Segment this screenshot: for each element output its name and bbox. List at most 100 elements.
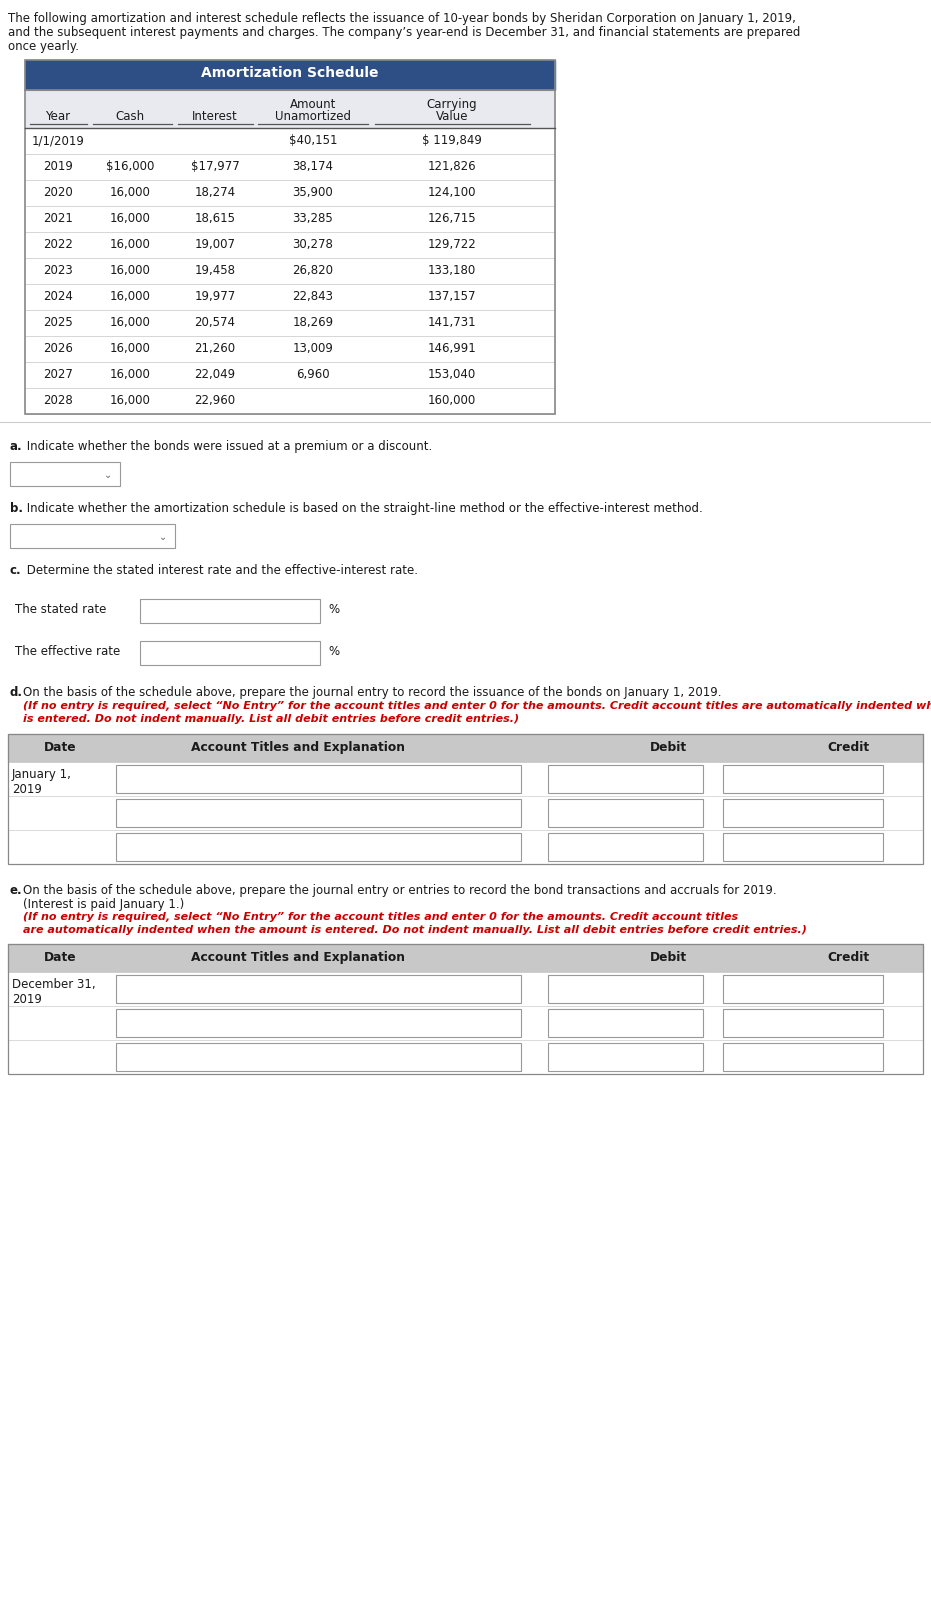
Text: 22,049: 22,049 <box>195 368 236 381</box>
Text: d.: d. <box>10 686 23 699</box>
Bar <box>8 944 923 971</box>
Text: and the subsequent interest payments and charges. The company’s year-end is Dece: and the subsequent interest payments and… <box>8 26 801 38</box>
Text: once yearly.: once yearly. <box>8 40 79 53</box>
Text: Account Titles and Explanation: Account Titles and Explanation <box>191 741 405 754</box>
Text: Value: Value <box>436 110 468 123</box>
Text: Determine the stated interest rate and the effective-interest rate.: Determine the stated interest rate and t… <box>23 565 418 578</box>
Bar <box>723 1043 883 1070</box>
Text: 20,574: 20,574 <box>195 317 236 330</box>
Text: 16,000: 16,000 <box>110 342 151 355</box>
Text: 133,180: 133,180 <box>428 264 476 277</box>
Text: 2023: 2023 <box>43 264 73 277</box>
Text: 16,000: 16,000 <box>110 290 151 302</box>
Text: 19,458: 19,458 <box>195 264 236 277</box>
Bar <box>723 798 883 827</box>
Text: The effective rate: The effective rate <box>15 645 120 658</box>
Bar <box>548 1010 703 1037</box>
Bar <box>10 525 175 547</box>
Text: On the basis of the schedule above, prepare the journal entry or entries to reco: On the basis of the schedule above, prep… <box>23 883 776 898</box>
Text: Amortization Schedule: Amortization Schedule <box>201 66 379 80</box>
Bar <box>25 258 555 285</box>
Text: 2021: 2021 <box>43 211 73 226</box>
Bar <box>116 765 521 794</box>
Bar <box>25 128 555 154</box>
Bar <box>548 765 703 794</box>
Text: 35,900: 35,900 <box>292 186 333 198</box>
Text: c.: c. <box>10 565 21 578</box>
Text: a.: a. <box>10 440 22 453</box>
Text: The stated rate: The stated rate <box>15 603 106 616</box>
Bar <box>116 1010 521 1037</box>
Text: 16,000: 16,000 <box>110 238 151 251</box>
Bar <box>25 362 555 387</box>
Bar <box>548 1043 703 1070</box>
Text: $16,000: $16,000 <box>106 160 155 173</box>
Bar <box>116 974 521 1003</box>
Bar <box>723 1010 883 1037</box>
Text: is entered. Do not indent manually. List all debit entries before credit entries: is entered. Do not indent manually. List… <box>23 714 519 723</box>
Text: December 31,
2019: December 31, 2019 <box>12 978 96 1006</box>
Text: Credit: Credit <box>827 741 869 754</box>
Text: 2022: 2022 <box>43 238 73 251</box>
Text: 2025: 2025 <box>43 317 73 330</box>
Text: b.: b. <box>10 502 23 515</box>
Text: Date: Date <box>44 741 76 754</box>
Text: (If no entry is required, select “No Entry” for the account titles and enter 0 f: (If no entry is required, select “No Ent… <box>23 701 931 710</box>
Text: 16,000: 16,000 <box>110 317 151 330</box>
Text: Cash: Cash <box>115 110 144 123</box>
Bar <box>8 734 923 864</box>
Text: January 1,
2019: January 1, 2019 <box>12 768 72 795</box>
Text: 16,000: 16,000 <box>110 368 151 381</box>
Bar <box>548 834 703 861</box>
Bar <box>25 59 555 90</box>
Text: $40,151: $40,151 <box>289 134 337 147</box>
Text: The following amortization and interest schedule reflects the issuance of 10-yea: The following amortization and interest … <box>8 11 796 26</box>
Text: 16,000: 16,000 <box>110 264 151 277</box>
Bar <box>8 830 923 864</box>
Text: 2027: 2027 <box>43 368 73 381</box>
Text: 121,826: 121,826 <box>427 160 477 173</box>
Text: 2028: 2028 <box>43 394 73 406</box>
Bar <box>723 834 883 861</box>
Text: 146,991: 146,991 <box>427 342 477 355</box>
Text: 16,000: 16,000 <box>110 186 151 198</box>
Text: 18,274: 18,274 <box>195 186 236 198</box>
Text: 30,278: 30,278 <box>292 238 333 251</box>
Bar <box>723 974 883 1003</box>
Text: 126,715: 126,715 <box>427 211 477 226</box>
Text: Interest: Interest <box>192 110 238 123</box>
Bar <box>116 798 521 827</box>
Text: (Interest is paid January 1.): (Interest is paid January 1.) <box>23 898 184 910</box>
Text: Unamortized: Unamortized <box>275 110 351 123</box>
Text: 141,731: 141,731 <box>427 317 477 330</box>
Text: %: % <box>328 603 339 616</box>
Text: 21,260: 21,260 <box>195 342 236 355</box>
Text: Date: Date <box>44 950 76 963</box>
Bar <box>25 90 555 128</box>
Bar <box>8 762 923 795</box>
Text: 1/1/2019: 1/1/2019 <box>32 134 85 147</box>
Text: 13,009: 13,009 <box>292 342 333 355</box>
Text: 2020: 2020 <box>43 186 73 198</box>
Text: 22,960: 22,960 <box>195 394 236 406</box>
Text: 22,843: 22,843 <box>292 290 333 302</box>
Text: Amount: Amount <box>290 98 336 110</box>
Bar <box>548 798 703 827</box>
Bar <box>8 1006 923 1040</box>
Text: 2019: 2019 <box>43 160 73 173</box>
Bar <box>723 765 883 794</box>
Bar <box>25 285 555 310</box>
Bar <box>25 179 555 206</box>
Text: On the basis of the schedule above, prepare the journal entry to record the issu: On the basis of the schedule above, prep… <box>23 686 722 699</box>
Text: 137,157: 137,157 <box>427 290 477 302</box>
Text: 2024: 2024 <box>43 290 73 302</box>
Text: Credit: Credit <box>827 950 869 963</box>
Text: $ 119,849: $ 119,849 <box>422 134 482 147</box>
Bar <box>8 734 923 762</box>
Text: 26,820: 26,820 <box>292 264 333 277</box>
Text: Debit: Debit <box>650 741 686 754</box>
Text: $17,977: $17,977 <box>191 160 239 173</box>
Bar <box>25 232 555 258</box>
Bar <box>25 206 555 232</box>
Text: 16,000: 16,000 <box>110 211 151 226</box>
